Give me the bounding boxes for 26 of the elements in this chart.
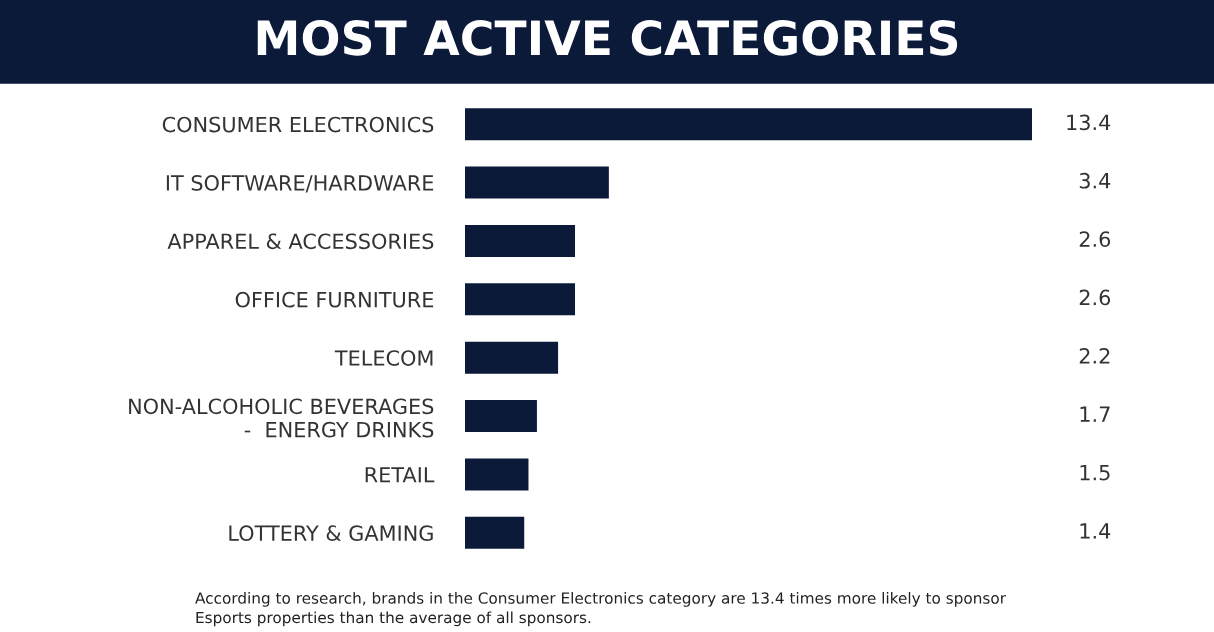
chart-title: MOST ACTIVE CATEGORIES [257, 19, 958, 56]
bar [465, 283, 576, 316]
y-tick-label: CONSUMER ELECTRONICS [162, 116, 434, 133]
data-label: 2.2 [1079, 347, 1110, 364]
y-tick-label: RETAIL [365, 467, 435, 483]
data-label: 1.7 [1080, 406, 1110, 422]
bar [465, 224, 576, 257]
text: According to research, brands in the Consumer Electronics category are 13.4 times more likely to sponsor Esports properties than the average of all sponsors. [195, 592, 1006, 627]
data-label: 2.6 [1079, 289, 1111, 306]
data-label: 3.4 [1079, 172, 1111, 189]
y-tick-label: NON-ALCOHOLIC BEVERAGES - ENERGY DRINKS [129, 398, 434, 438]
y-tick-label: LOTTERY & GAMING [229, 525, 433, 542]
bar [465, 108, 1032, 141]
y-tick-label: APPAREL & ACCESSORIES [167, 233, 434, 250]
data-label: 1.5 [1080, 465, 1110, 481]
y-tick-label: IT SOFTWARE/HARDWARE [166, 175, 434, 193]
data-label: 2.6 [1079, 231, 1111, 247]
bar [465, 516, 525, 549]
y-tick-label: OFFICE FURNITURE [235, 291, 434, 308]
data-label: 1.4 [1080, 523, 1111, 539]
bar [465, 400, 537, 433]
data-label: 13.4 [1067, 114, 1111, 131]
y-tick-label: TELECOM [334, 350, 433, 366]
bar [465, 341, 559, 374]
bar [465, 458, 529, 491]
bar [465, 166, 609, 199]
